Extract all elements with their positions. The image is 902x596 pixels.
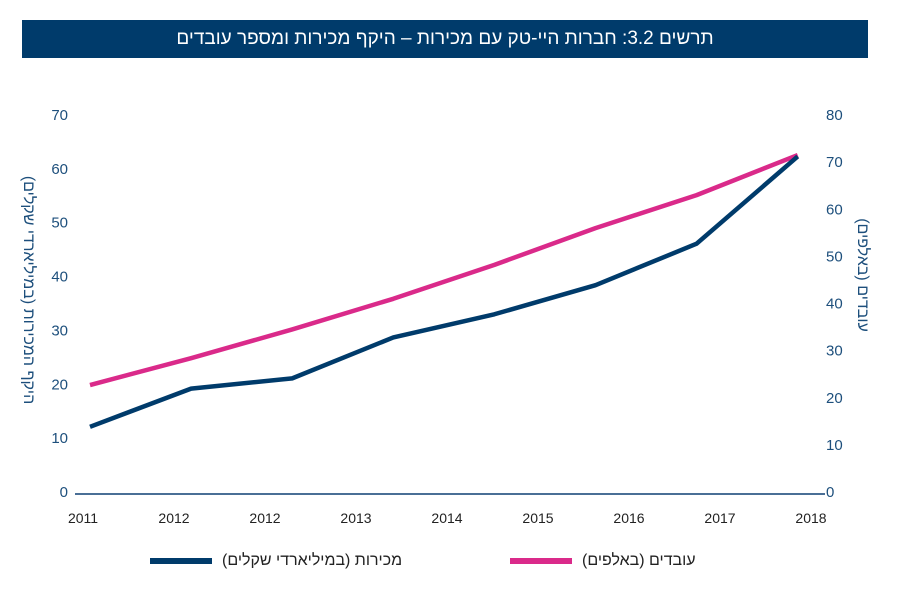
- y-right-tick-label: 0: [826, 484, 834, 501]
- x-tick-label: 2016: [613, 510, 644, 526]
- legend-item-employees: עובדים (באלפים): [510, 552, 696, 570]
- x-tick-label: 2012: [249, 510, 280, 526]
- x-tick-label: 2012: [158, 510, 189, 526]
- y-left-axis-label: היקף המכירות (במיליארדי שקלים): [20, 176, 38, 404]
- y-right-tick-label: 50: [826, 248, 843, 265]
- y-left-tick-label: 60: [51, 161, 68, 178]
- y-left-tick-label: 0: [60, 484, 68, 501]
- legend-label: עובדים (באלפים): [582, 552, 696, 569]
- series-line-employees: [89, 152, 799, 388]
- y-right-axis-label: עובדים (באלפים): [854, 218, 872, 332]
- y-right-tick-label: 20: [826, 390, 843, 407]
- y-right-tick-label: 40: [826, 296, 843, 313]
- y-left-tick-label: 70: [51, 107, 68, 124]
- legend-swatch: [150, 558, 212, 564]
- legend-swatch: [510, 558, 572, 564]
- y-right-tick-label: 10: [826, 437, 843, 454]
- series-line-sales: [89, 154, 800, 429]
- y-right-tick-label: 80: [826, 107, 843, 124]
- y-left-tick-label: 20: [51, 376, 68, 393]
- y-left-tick-label: 10: [51, 430, 68, 447]
- y-left-tick-label: 40: [51, 269, 68, 286]
- y-right-tick-label: 60: [826, 201, 843, 218]
- chart-title: תרשים 3.2: חברות היי-טק עם מכירות – היקף…: [22, 20, 868, 58]
- y-left-tick-label: 30: [51, 322, 68, 339]
- x-tick-label: 2018: [795, 510, 826, 526]
- x-tick-label: 2014: [431, 510, 462, 526]
- y-right-tick-label: 70: [826, 154, 843, 171]
- y-right-tick-label: 30: [826, 343, 843, 360]
- legend-item-sales: מכירות (במיליארדי שקלים): [150, 552, 402, 570]
- y-left-tick-label: 50: [51, 215, 68, 232]
- legend-label: מכירות (במיליארדי שקלים): [222, 552, 403, 569]
- x-tick-label: 2013: [340, 510, 371, 526]
- x-tick-label: 2015: [522, 510, 553, 526]
- x-tick-label: 2017: [704, 510, 735, 526]
- x-tick-label: 2011: [68, 510, 98, 526]
